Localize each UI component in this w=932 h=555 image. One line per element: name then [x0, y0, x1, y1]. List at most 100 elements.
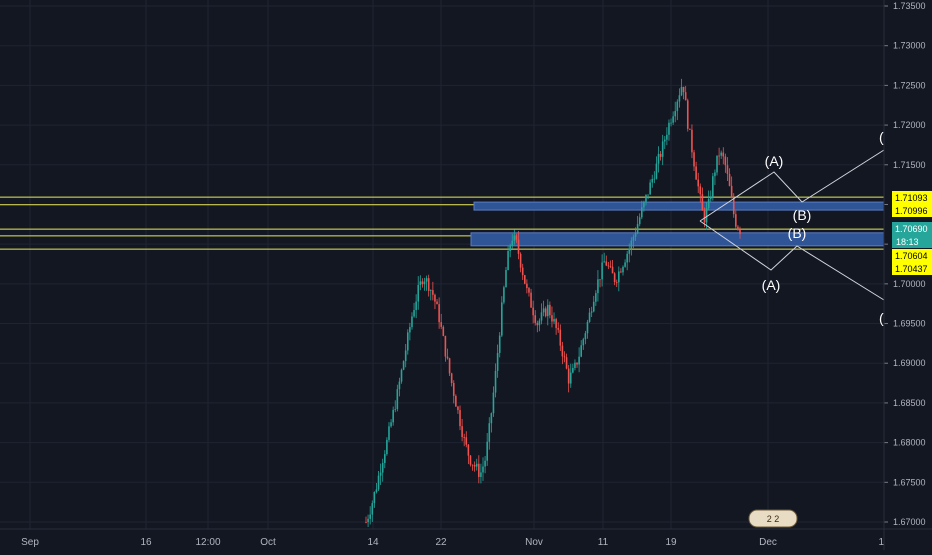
candle [716, 155, 718, 176]
candle [655, 156, 658, 180]
candle [563, 351, 566, 363]
candle [701, 187, 704, 211]
svg-text:1.70690: 1.70690 [895, 224, 928, 234]
y-tick-label: 1.72000 [893, 120, 926, 130]
candle [622, 265, 624, 276]
candle [532, 300, 534, 324]
candle [544, 306, 547, 318]
candle [647, 194, 649, 200]
candle [653, 171, 656, 184]
candle [682, 86, 685, 100]
y-tick-label: 1.68500 [893, 398, 926, 408]
candle [651, 174, 654, 188]
candle [628, 243, 631, 263]
y-tick-label: 1.73500 [893, 1, 926, 11]
candle [674, 101, 677, 123]
candle [478, 455, 480, 484]
candle [607, 261, 610, 270]
candle [444, 335, 447, 362]
candle [463, 433, 466, 447]
candle [486, 433, 488, 466]
wave-projections[interactable] [699, 149, 885, 301]
candle [561, 341, 564, 365]
candle [557, 322, 560, 333]
candle [505, 267, 507, 288]
svg-text:1.70437: 1.70437 [895, 264, 928, 274]
candle [739, 226, 741, 239]
candle [576, 362, 578, 368]
grid [0, 0, 885, 529]
level-label-3: 1.70604 [892, 249, 932, 262]
candle [595, 290, 597, 306]
candle [457, 405, 459, 414]
candle [555, 317, 557, 335]
candle [676, 99, 679, 121]
candle [559, 324, 562, 352]
candle [540, 303, 543, 325]
x-tick-label: Oct [260, 537, 276, 548]
x-tick-label: Nov [525, 537, 543, 548]
candle [523, 274, 526, 285]
wave-path-bullish[interactable] [699, 149, 885, 222]
svg-text:18:13: 18:13 [896, 237, 919, 247]
candle [551, 306, 553, 328]
candle [567, 364, 570, 393]
candle [379, 463, 382, 485]
x-tick-label: 19 [665, 537, 677, 548]
candle [465, 431, 468, 448]
candle [519, 252, 522, 273]
candle [666, 127, 668, 146]
candle [384, 450, 386, 469]
wave-label-b-up: (B) [793, 207, 812, 223]
candle [626, 250, 628, 271]
candle [388, 422, 390, 443]
candle [569, 363, 572, 388]
candle [732, 193, 735, 218]
candle [538, 318, 541, 332]
candle [467, 444, 470, 465]
candle [649, 179, 651, 195]
candle [597, 270, 599, 302]
current-price-label: 1.70690 [892, 222, 932, 235]
candle [572, 363, 574, 374]
x-tick-label: 22 [435, 537, 447, 548]
candle [394, 400, 397, 413]
wave-path-bearish[interactable] [699, 220, 885, 301]
candles [365, 78, 741, 527]
candle [421, 278, 424, 288]
candle [496, 344, 499, 378]
wave-label-a-up: (A) [765, 153, 784, 169]
candle [588, 307, 591, 323]
mascot-badge[interactable]: 2 2 [748, 509, 798, 528]
candle [697, 172, 700, 193]
supply-zone[interactable] [473, 201, 885, 211]
y-tick-label: 1.68000 [893, 438, 926, 448]
candle [530, 288, 532, 308]
axes: 1.73500 1.73000 1.72500 1.72000 1.71500 1.710… [21, 1, 925, 548]
candle [375, 482, 378, 494]
candle [411, 312, 413, 330]
candle [509, 243, 511, 258]
candle [415, 294, 417, 319]
candle [659, 151, 662, 161]
candle [613, 272, 616, 286]
candle [503, 285, 505, 305]
candle [377, 471, 380, 492]
candle [402, 360, 405, 371]
demand-zone[interactable] [470, 232, 885, 247]
candle [446, 348, 449, 360]
level-label-4: 1.70437 [892, 262, 932, 275]
candle [549, 301, 551, 319]
candle [484, 455, 486, 474]
candle [488, 417, 491, 450]
supply-demand-zones[interactable] [0, 196, 885, 250]
candle [390, 419, 392, 428]
candle [413, 302, 415, 318]
candle [536, 320, 539, 333]
candle [427, 274, 430, 297]
candle [438, 297, 440, 329]
candle [728, 168, 731, 187]
candle [492, 386, 495, 417]
